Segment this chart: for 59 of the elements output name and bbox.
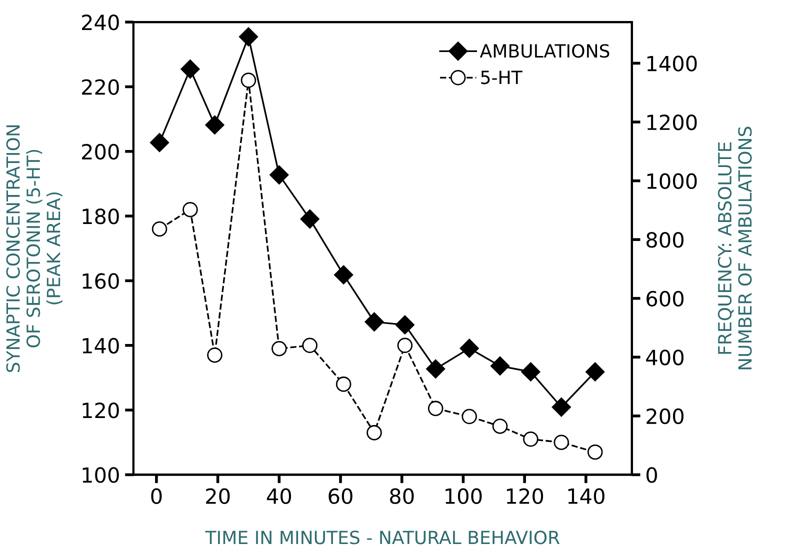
y-tick-label: 220 — [82, 79, 119, 95]
point — [270, 165, 289, 184]
x-tick-label: 60 — [328, 488, 352, 504]
y-tick-label: 240 — [82, 14, 119, 30]
point — [180, 60, 200, 79]
point — [428, 400, 444, 416]
point — [205, 115, 224, 134]
y2-tick-label: 200 — [646, 408, 684, 424]
point — [302, 338, 318, 354]
point — [460, 338, 479, 358]
y-tick-label: 180 — [82, 208, 119, 224]
x-axis-title: TIME IN MINUTES - NATURAL BEHAVIOR — [205, 530, 560, 544]
x-tick-label: 20 — [206, 488, 230, 504]
y2-tick-label: 1200 — [647, 114, 697, 130]
point — [490, 356, 510, 376]
point — [150, 133, 170, 152]
legend-label: 5-HT — [481, 70, 522, 84]
y-tick-label: 140 — [82, 338, 119, 354]
point — [366, 425, 382, 440]
y-axis-title: SYNAPTIC CONCENTRATION OF SEROTONIN (5-HT) (PEAK AREA) — [6, 125, 62, 372]
point — [152, 221, 168, 237]
point — [240, 72, 256, 88]
legend-label: AMBULATIONS — [480, 44, 610, 58]
point — [521, 362, 540, 382]
point — [364, 312, 384, 332]
point — [492, 418, 508, 434]
point — [552, 398, 571, 417]
y2-tick-label: 400 — [646, 350, 684, 366]
x-tick-label: 120 — [506, 488, 544, 504]
x-tick-label: 100 — [446, 488, 482, 504]
y-tick-label: 120 — [82, 402, 119, 418]
point — [586, 362, 605, 382]
x-tick-label: 80 — [390, 488, 414, 504]
y2-tick-label: 800 — [646, 232, 684, 248]
y-tick-label: 160 — [82, 273, 119, 289]
point — [272, 340, 287, 356]
point — [397, 338, 413, 354]
point — [587, 444, 603, 460]
point — [238, 27, 258, 46]
y2-tick-label: 1400 — [647, 56, 697, 72]
y2-tick-label: 1000 — [647, 173, 697, 190]
point — [207, 347, 222, 363]
point — [395, 315, 414, 334]
point — [300, 209, 320, 229]
x-tick-label: 40 — [266, 488, 292, 504]
point — [426, 359, 446, 378]
point — [554, 434, 570, 450]
y2-tick-label: 600 — [646, 290, 684, 307]
point — [334, 265, 354, 284]
y2-tick-label: 0 — [646, 467, 657, 483]
x-tick-label: 140 — [568, 488, 604, 504]
y-tick-label: 100 — [82, 467, 119, 483]
point — [523, 432, 538, 447]
point — [462, 408, 477, 424]
x-tick-label: 0 — [151, 488, 162, 504]
point — [336, 376, 352, 392]
y2-axis-title: FREQUENCY: ABSOLUTE NUMBER OF AMBULATIONS — [718, 126, 752, 370]
point — [182, 202, 198, 218]
y-tick-label: 200 — [82, 144, 119, 160]
